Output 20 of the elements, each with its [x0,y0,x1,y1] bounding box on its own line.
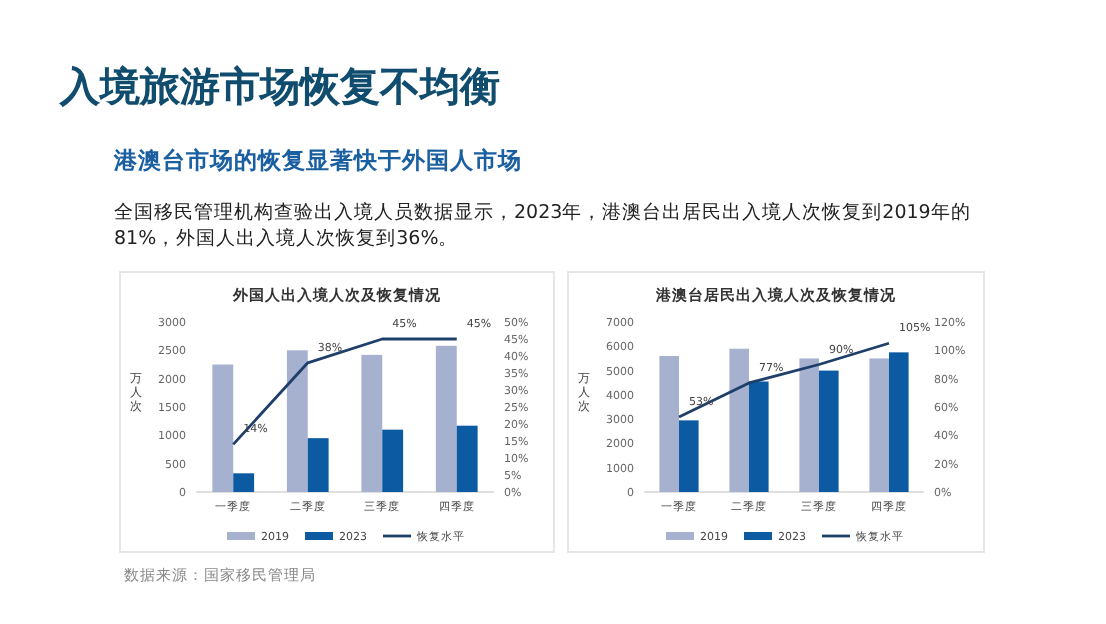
bar [382,429,404,492]
bar [799,358,819,492]
bar [361,354,383,492]
bar [435,345,457,492]
line-series [677,341,891,419]
bar [456,425,478,492]
bar [659,356,679,492]
bar [819,370,839,492]
text: 港澳台市场的恢复显著快于外国人市场 [112,146,522,174]
bar [233,473,255,492]
bar [889,352,909,492]
bar [307,438,329,492]
bar [869,358,889,492]
text: 全国移民管理机构查验出入境人员数据显示，2023年，港澳台出居民出入境人次恢复到2019年的81%，外国人出入境人次恢复到36%。 [114,200,971,250]
bar [679,420,699,492]
bar [749,381,769,492]
bar [286,350,308,492]
text: 入境旅游市场恢复不均衡 [58,62,500,110]
bar [729,348,749,492]
bar [212,364,234,492]
